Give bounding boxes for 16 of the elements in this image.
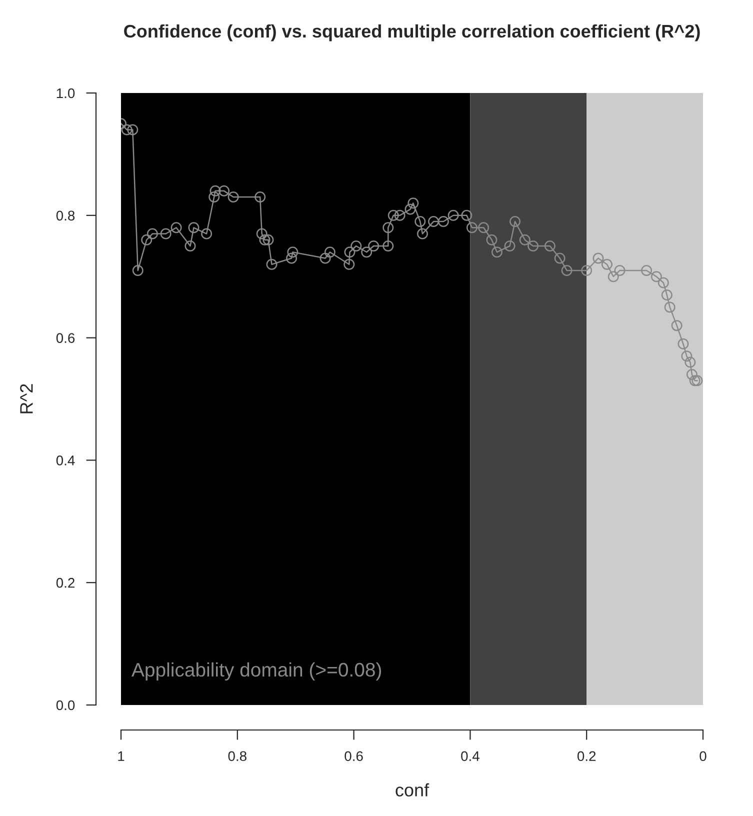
annotation: Applicability domain (>=0.08) — [132, 662, 382, 681]
y-tick-label: 0.8 — [56, 210, 75, 221]
y-axis-title: R^2 — [20, 384, 33, 414]
x-tick-label: 0.4 — [461, 751, 480, 762]
x-axis-title: conf — [396, 783, 430, 796]
y-tick-label: 0.0 — [56, 700, 75, 710]
y-tick-label: 0.4 — [56, 456, 75, 466]
y-tick-label: 0.6 — [56, 333, 75, 343]
x-tick-label: 1 — [118, 751, 124, 761]
y-tick-label: 1.0 — [56, 88, 75, 98]
x-tick-label: 0 — [700, 751, 706, 762]
x-tick-label: 0.2 — [577, 751, 596, 762]
x-tick-label: 0.8 — [228, 751, 246, 762]
y-tick-label: 0.2 — [56, 578, 74, 588]
chart-title: Confidence (conf) vs. squared multiple correlation coefficient (R^2) — [124, 24, 700, 42]
x-tick-label: 0.6 — [344, 751, 363, 762]
